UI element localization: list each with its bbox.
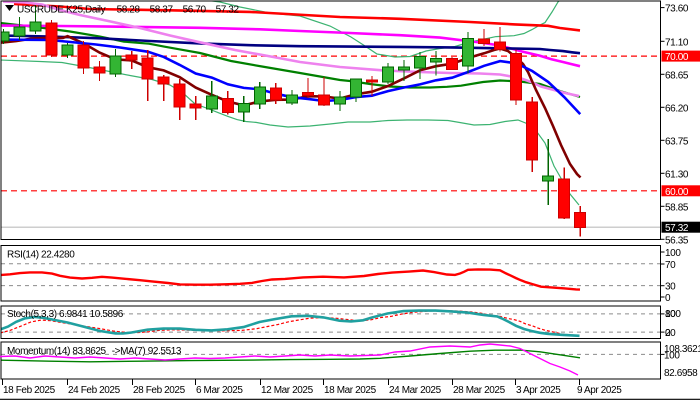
svg-text:24 Mar 2025: 24 Mar 2025: [389, 385, 442, 396]
svg-text:20: 20: [665, 328, 676, 339]
svg-text:63.75: 63.75: [665, 136, 689, 147]
svg-text:58.85: 58.85: [665, 202, 689, 213]
svg-text:Momentum(14) 83.8625->MA(7) 92: Momentum(14) 83.8625 ->MA(7) 92.5513: [7, 346, 182, 357]
svg-text:9 Apr 2025: 9 Apr 2025: [577, 385, 622, 396]
svg-text:6 Mar 2025: 6 Mar 2025: [196, 385, 243, 396]
svg-text:28 Mar 2025: 28 Mar 2025: [453, 385, 506, 396]
svg-text:3 Apr 2025: 3 Apr 2025: [516, 385, 561, 396]
svg-text:28 Feb 2025: 28 Feb 2025: [133, 385, 186, 396]
svg-text:0: 0: [665, 328, 671, 339]
svg-text:12 Mar 2025: 12 Mar 2025: [261, 385, 314, 396]
svg-text:66.20: 66.20: [665, 103, 689, 114]
svg-text:71.10: 71.10: [665, 37, 689, 48]
svg-text:70: 70: [665, 260, 676, 271]
svg-text:18 Mar 2025: 18 Mar 2025: [324, 385, 377, 396]
svg-text:57.32: 57.32: [665, 223, 689, 234]
svg-text:24 Feb 2025: 24 Feb 2025: [68, 385, 121, 396]
svg-text:100: 100: [664, 350, 680, 361]
svg-text:0: 0: [665, 293, 671, 304]
svg-text:30: 30: [665, 282, 676, 293]
svg-text:70.00: 70.00: [665, 52, 689, 63]
svg-text:73.60: 73.60: [665, 4, 689, 15]
svg-text:68.65: 68.65: [665, 70, 689, 81]
svg-text:61.30: 61.30: [665, 169, 689, 180]
svg-text:Stoch(5,3,3) 6.9841 10.5896: Stoch(5,3,3) 6.9841 10.5896: [7, 309, 124, 320]
svg-text:108.3621: 108.3621: [664, 344, 700, 355]
svg-text:18 Feb 2025: 18 Feb 2025: [3, 385, 56, 396]
svg-text:80: 80: [665, 309, 676, 320]
svg-text:60.00: 60.00: [665, 187, 689, 198]
svg-text:56.35: 56.35: [665, 235, 689, 246]
svg-text:82.6958: 82.6958: [664, 368, 698, 379]
svg-text:RSI(14) 22.4280: RSI(14) 22.4280: [7, 250, 75, 261]
svg-text:100: 100: [665, 309, 681, 320]
svg-text:100: 100: [665, 248, 681, 259]
